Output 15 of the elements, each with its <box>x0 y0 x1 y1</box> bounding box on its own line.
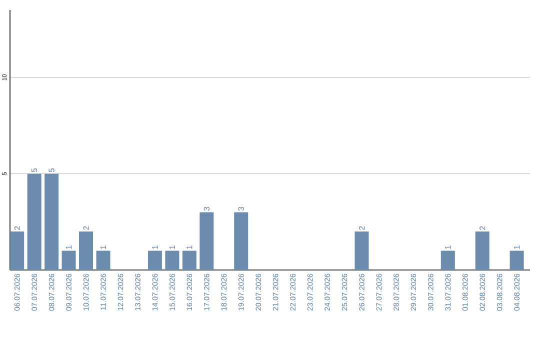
bar <box>165 250 180 270</box>
bar <box>182 250 196 270</box>
bar <box>475 231 490 270</box>
bar <box>96 250 110 270</box>
bar <box>440 250 455 270</box>
bar <box>62 250 76 270</box>
bar <box>27 174 42 270</box>
bar <box>10 231 24 270</box>
bar <box>79 231 94 270</box>
bar <box>148 250 162 270</box>
bar <box>510 250 524 270</box>
bar <box>44 174 59 270</box>
bar <box>200 212 214 270</box>
bar <box>234 212 248 270</box>
bar <box>354 231 369 270</box>
